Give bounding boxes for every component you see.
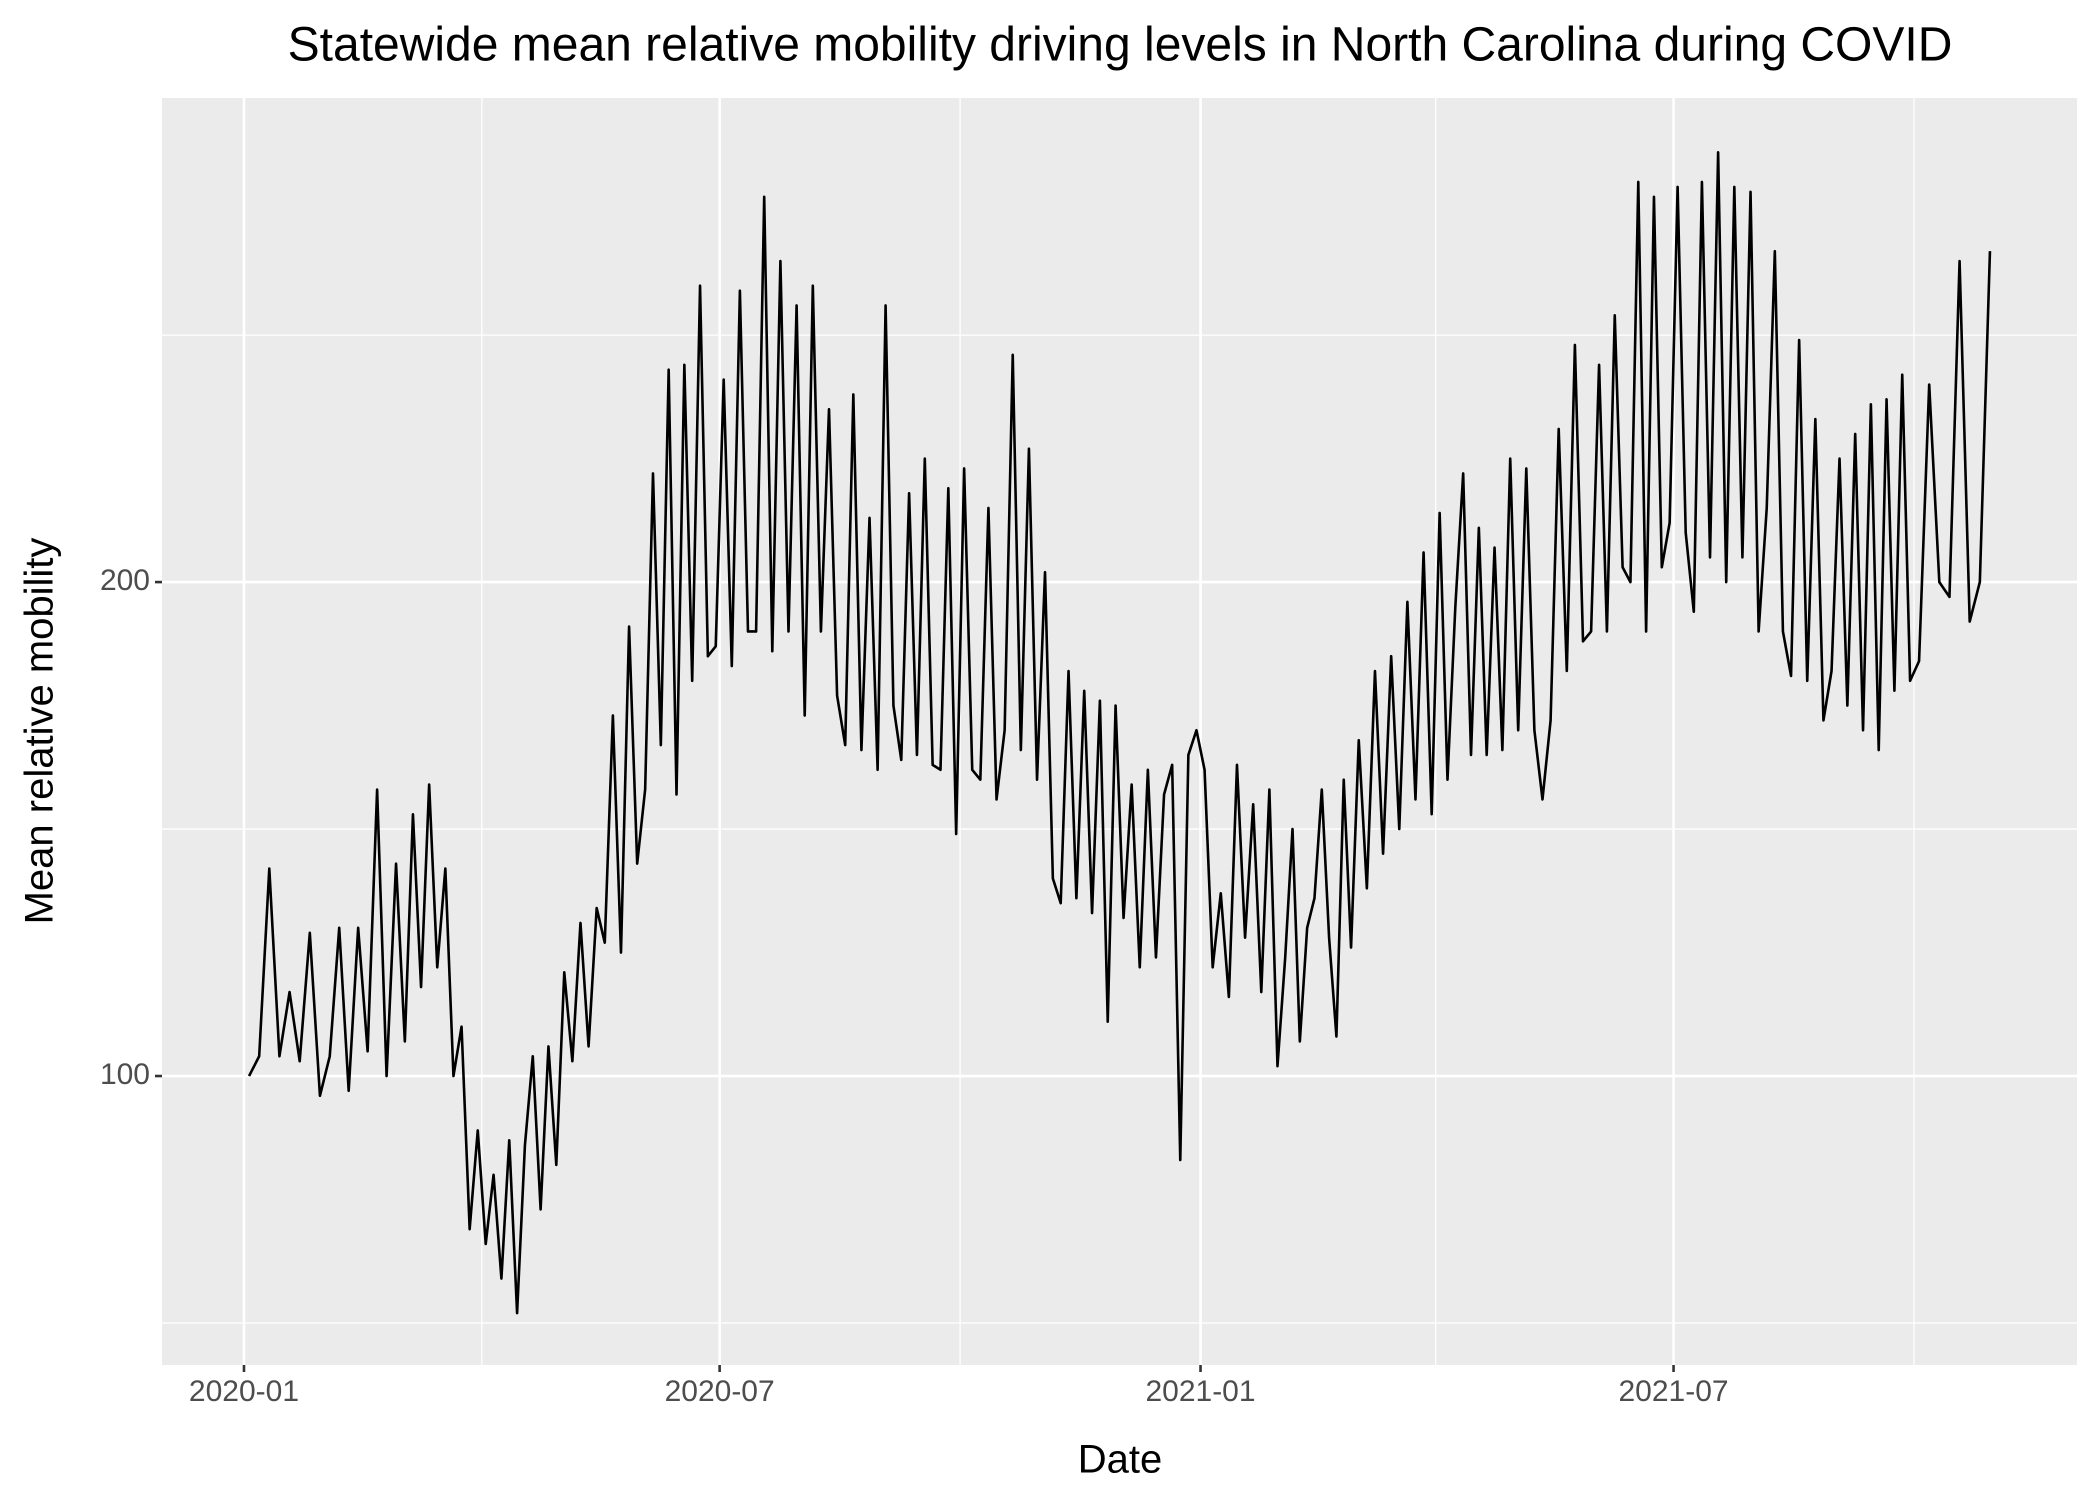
x-tick-label: 2020-01: [189, 1375, 299, 1408]
y-tick-label: 200: [100, 564, 150, 597]
x-axis-title: Date: [1078, 1438, 1163, 1482]
x-tick-label: 2021-01: [1145, 1375, 1255, 1408]
data-line: [247, 151, 1992, 1315]
y-tick-label: 100: [100, 1058, 150, 1091]
plot-panel: [162, 98, 2077, 1365]
y-axis-title: Mean relative mobility: [18, 538, 62, 925]
x-tick-label: 2021-07: [1619, 1375, 1729, 1408]
chart-title: Statewide mean relative mobility driving…: [288, 19, 1953, 72]
marks: [247, 151, 1992, 1315]
axes: 100 200 2020-01 2020-07 2021-01 2021-07: [100, 564, 1729, 1408]
x-tick-label: 2020-07: [665, 1375, 775, 1408]
